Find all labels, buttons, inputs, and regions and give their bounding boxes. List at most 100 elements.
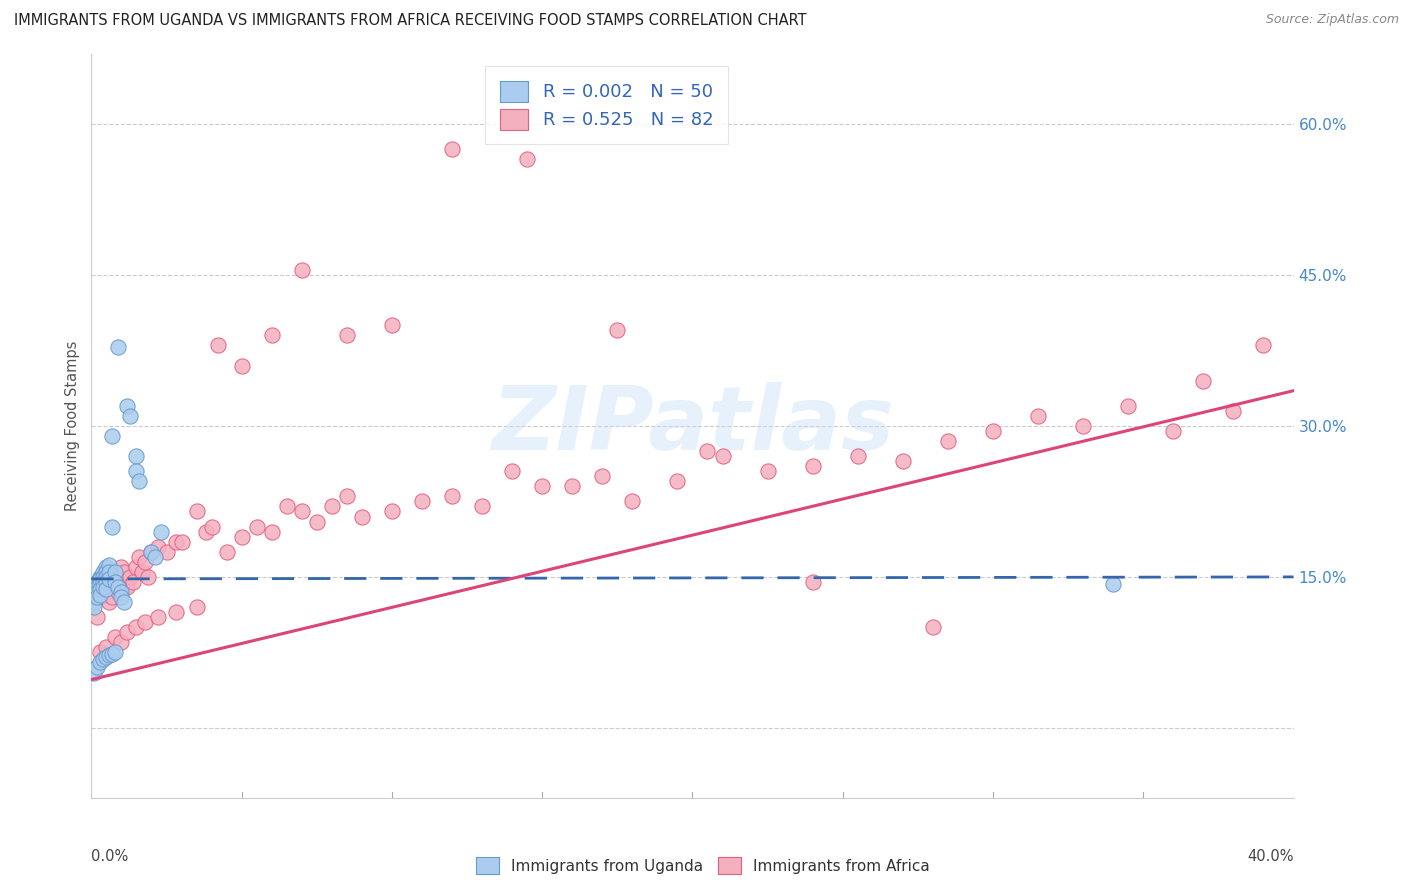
- Point: [1071, 419, 1094, 434]
- Point: [96, 574, 118, 589]
- Point: [98, 595, 121, 609]
- Point: [93, 652, 115, 666]
- Point: [93, 580, 115, 594]
- Point: [125, 620, 148, 634]
- Point: [89, 590, 111, 604]
- Point: [561, 479, 583, 493]
- Point: [1222, 404, 1244, 418]
- Point: [83, 590, 105, 604]
- Point: [117, 580, 139, 594]
- Point: [86, 660, 108, 674]
- Point: [96, 585, 118, 599]
- Text: 40.0%: 40.0%: [1247, 849, 1294, 864]
- Point: [891, 454, 914, 468]
- Point: [711, 449, 734, 463]
- Point: [186, 600, 208, 615]
- Point: [1102, 577, 1125, 591]
- Point: [501, 464, 523, 478]
- Point: [291, 504, 314, 518]
- Point: [89, 582, 111, 596]
- Point: [305, 515, 328, 529]
- Legend: Immigrants from Uganda, Immigrants from Africa: Immigrants from Uganda, Immigrants from …: [470, 851, 936, 880]
- Point: [260, 328, 283, 343]
- Point: [125, 464, 148, 478]
- Point: [321, 500, 343, 514]
- Point: [141, 545, 163, 559]
- Point: [170, 534, 193, 549]
- Point: [104, 630, 127, 644]
- Point: [89, 577, 111, 591]
- Point: [134, 615, 156, 630]
- Point: [93, 574, 115, 589]
- Point: [440, 489, 463, 503]
- Point: [231, 530, 253, 544]
- Point: [128, 475, 150, 489]
- Point: [194, 524, 217, 539]
- Point: [471, 500, 494, 514]
- Text: 0.0%: 0.0%: [91, 849, 128, 864]
- Point: [101, 590, 124, 604]
- Point: [149, 524, 172, 539]
- Point: [276, 500, 298, 514]
- Point: [336, 489, 359, 503]
- Point: [114, 565, 136, 579]
- Point: [801, 459, 824, 474]
- Point: [110, 559, 132, 574]
- Point: [381, 318, 404, 333]
- Point: [110, 585, 132, 599]
- Point: [104, 565, 127, 579]
- Point: [110, 590, 132, 604]
- Point: [89, 572, 111, 586]
- Point: [260, 524, 283, 539]
- Point: [107, 585, 129, 599]
- Point: [89, 656, 111, 670]
- Point: [86, 585, 108, 599]
- Point: [131, 565, 153, 579]
- Point: [981, 424, 1004, 438]
- Point: [89, 570, 111, 584]
- Point: [1026, 409, 1049, 423]
- Point: [846, 449, 869, 463]
- Point: [336, 328, 359, 343]
- Point: [201, 519, 224, 533]
- Point: [165, 534, 187, 549]
- Point: [440, 142, 463, 156]
- Point: [516, 152, 538, 166]
- Point: [125, 559, 148, 574]
- Point: [128, 549, 150, 564]
- Point: [155, 545, 177, 559]
- Point: [86, 590, 108, 604]
- Point: [93, 565, 115, 579]
- Point: [122, 574, 145, 589]
- Point: [165, 605, 187, 619]
- Legend: R = 0.002   N = 50, R = 0.525   N = 82: R = 0.002 N = 50, R = 0.525 N = 82: [485, 66, 728, 145]
- Point: [134, 555, 156, 569]
- Point: [381, 504, 404, 518]
- Point: [231, 359, 253, 373]
- Point: [104, 574, 127, 589]
- Point: [1253, 338, 1275, 352]
- Point: [117, 399, 139, 413]
- Point: [107, 340, 129, 354]
- Point: [246, 519, 269, 533]
- Point: [291, 263, 314, 277]
- Point: [110, 635, 132, 649]
- Point: [86, 610, 108, 624]
- Point: [89, 645, 111, 659]
- Point: [350, 509, 373, 524]
- Point: [666, 475, 689, 489]
- Point: [801, 574, 824, 589]
- Point: [96, 570, 118, 584]
- Point: [1161, 424, 1184, 438]
- Point: [96, 559, 118, 574]
- Point: [93, 570, 115, 584]
- Point: [89, 588, 111, 602]
- Point: [96, 640, 118, 655]
- Point: [411, 494, 433, 508]
- Point: [96, 565, 118, 579]
- Point: [93, 580, 115, 594]
- Point: [98, 558, 121, 572]
- Point: [531, 479, 554, 493]
- Point: [107, 580, 129, 594]
- Point: [98, 565, 121, 579]
